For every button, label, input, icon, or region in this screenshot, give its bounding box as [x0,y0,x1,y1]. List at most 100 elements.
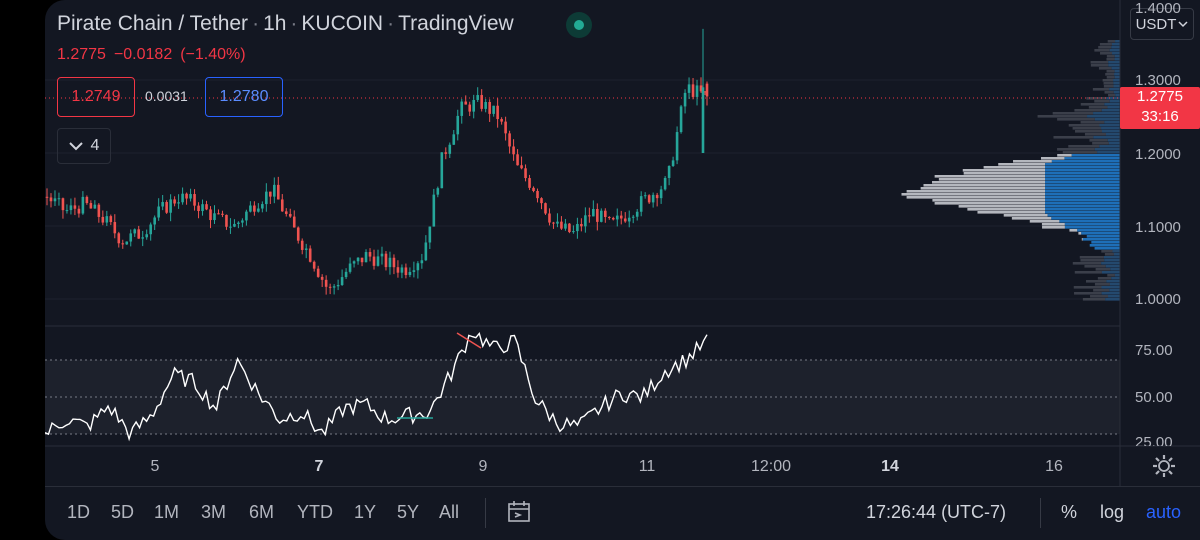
candle-body [384,253,388,268]
range-ytd-button[interactable]: YTD [297,502,333,522]
volume-profile-bar [1106,70,1115,73]
volume-profile-bar [1113,91,1120,94]
volume-profile-bar [1097,151,1120,154]
symbol-title[interactable]: Pirate Chain / Tether · 1h · KUCOIN · TradingV… [57,12,514,35]
currency-select[interactable]: USDT [1130,8,1194,40]
candle-body [440,152,444,189]
range-all-button[interactable]: All [439,502,460,522]
interval-label[interactable]: 1h [263,12,287,35]
candle-body [544,203,547,214]
volume-profile-bar [1094,118,1120,121]
volume-profile-bar [923,184,1045,187]
candle-body [288,213,292,217]
volume-profile-bar [1098,67,1112,70]
range-3m-button[interactable]: 3M [201,502,227,522]
range-6m-button[interactable]: 6M [249,502,275,522]
chevron-down-icon [68,142,83,151]
volume-profile-bar [1105,298,1120,301]
candle-body [221,213,224,215]
candle-body [428,226,432,243]
chart-canvas[interactable] [45,0,1200,486]
candle-body [213,213,216,221]
volume-profile-bar [1077,229,1120,232]
volume-profile-bar [1108,295,1120,298]
candle-body [619,215,623,219]
volume-profile-bar [1097,277,1112,280]
volume-profile-bar [1111,46,1120,49]
range-1d-button[interactable]: 1D [67,502,91,522]
calendar-goto-icon[interactable] [507,500,533,524]
volume-profile-bar [1042,226,1065,229]
volume-profile-bar [932,181,1045,184]
log-scale-button[interactable]: log [1100,502,1125,522]
candle-body [679,106,683,133]
volume-profile-bar [1094,100,1110,103]
volume-profile-bar [1045,208,1120,211]
volume-profile-bar [1045,187,1120,190]
volume-profile-bar [1045,181,1120,184]
volume-profile-bar [1109,289,1120,292]
pair-name[interactable]: Pirate Chain / Tether [57,12,249,35]
volume-profile-bar [1100,52,1113,55]
volume-profile-bar [1037,115,1088,118]
range-1y-button[interactable]: 1Y [354,502,377,522]
volume-profile-bar [1045,211,1120,214]
volume-profile-bar [1084,133,1106,136]
indicators-collapse-button[interactable]: 4 [57,128,111,164]
volume-profile-bar [1074,271,1102,274]
market-open-status-icon[interactable] [566,12,592,38]
volume-profile-bar [932,199,1045,202]
candle-body [372,256,376,266]
platform-label: TradingView [398,12,514,35]
trading-chart-app: Pirate Chain / Tether · 1h · KUCOIN · TradingV… [45,0,1200,540]
chevron-down-icon [1178,21,1188,28]
candle-body [424,242,428,261]
candle-body [564,223,567,229]
time-label: 14 [881,458,899,475]
volume-profile-bar [967,208,1045,211]
candle-body [703,91,707,93]
volume-profile-bar [1104,91,1114,94]
volume-profile-bar [1040,157,1065,160]
candle-body [300,240,304,250]
volume-profile-bar [962,169,1045,172]
current-price-tag: 1.2775 33:16 [1120,87,1200,129]
volume-profile-bar [1114,58,1120,61]
candle-body [460,101,464,116]
volume-profile-bar [1080,259,1105,262]
candle-body [261,204,264,209]
sell-button[interactable]: 1.2749 [57,77,135,117]
range-5d-button[interactable]: 5D [111,502,135,522]
candle-body [631,216,635,218]
volume-profile-bar [1101,127,1120,130]
candle-body [253,205,256,212]
volume-profile-bar [1114,55,1120,58]
time-label: 7 [314,458,324,475]
candle-body [105,216,109,223]
candle-body [647,195,651,203]
volume-profile-bar [1099,124,1120,127]
range-1m-button[interactable]: 1M [154,502,180,522]
clock-timezone[interactable]: 17:26:44 (UTC-7) [866,502,1007,522]
buy-button[interactable]: 1.2780 [205,77,283,117]
gear-icon[interactable] [1151,453,1177,479]
volume-profile-bar [1090,295,1109,298]
candle-body [185,193,188,199]
candle-body [400,267,404,273]
volume-profile-bar [1089,139,1108,142]
candle-body [149,224,152,235]
spread-value: 0.0031 [145,88,188,104]
candle-body [189,194,192,199]
percent-scale-button[interactable]: % [1061,502,1078,522]
volume-profile [901,40,1120,301]
candle-body [548,213,551,223]
volume-profile-bar [906,190,1045,193]
volume-profile-bar [1106,58,1115,61]
range-5y-button[interactable]: 5Y [397,502,420,522]
volume-profile-bar [1047,214,1120,217]
auto-scale-button[interactable]: auto [1146,502,1182,522]
volume-profile-bar [1114,73,1120,76]
volume-profile-bar [1107,40,1116,43]
volume-profile-bar [1057,118,1095,121]
candle-body [611,217,615,220]
